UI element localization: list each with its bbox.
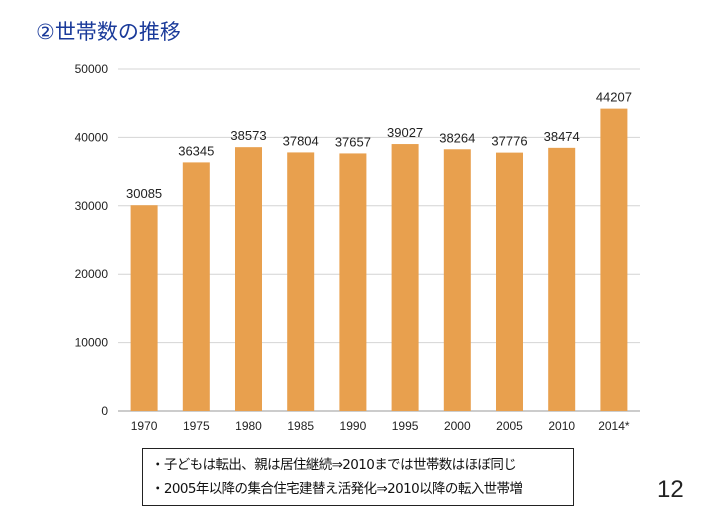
y-tick-label: 20000 bbox=[75, 267, 109, 281]
household-bar-chart: 0 10000 20000 30000 40000 50000 30085 1970 36345… bbox=[75, 62, 640, 433]
page-number: 12 bbox=[657, 476, 684, 503]
data-label: 30085 bbox=[126, 186, 162, 201]
slide-title: ②世帯数の推移 bbox=[36, 20, 181, 44]
x-tick-label: 1990 bbox=[340, 419, 367, 433]
bar bbox=[235, 147, 262, 411]
note-line: ・子どもは転出、親は居住継続⇒2010までは世帯数はほぼ同じ bbox=[151, 457, 517, 473]
bar bbox=[548, 147, 576, 412]
data-label: 38573 bbox=[230, 128, 266, 143]
data-label: 37804 bbox=[283, 133, 319, 148]
data-label: 44207 bbox=[596, 90, 632, 105]
data-label: 38264 bbox=[439, 130, 475, 145]
x-tick-label: 2005 bbox=[496, 419, 523, 433]
data-label: 37657 bbox=[335, 134, 371, 149]
bar bbox=[130, 205, 158, 411]
x-tick-label: 2010 bbox=[548, 419, 575, 433]
bar bbox=[443, 149, 471, 412]
x-tick-label: 1995 bbox=[392, 419, 419, 433]
x-tick-label: 1985 bbox=[287, 419, 314, 433]
y-tick-label: 30000 bbox=[75, 199, 109, 213]
y-tick-label: 50000 bbox=[75, 62, 109, 76]
y-tick-label: 40000 bbox=[75, 130, 109, 144]
y-tick-label: 0 bbox=[101, 404, 108, 418]
bar bbox=[339, 153, 367, 411]
data-label: 38474 bbox=[544, 129, 580, 144]
bar bbox=[391, 144, 419, 412]
data-label: 36345 bbox=[178, 143, 214, 158]
data-label: 39027 bbox=[387, 125, 423, 140]
note-line: ・2005年以降の集合住宅建替え活発化⇒2010以降の転入世帯増 bbox=[151, 481, 523, 497]
bar bbox=[600, 108, 628, 412]
data-label: 37776 bbox=[491, 134, 527, 149]
bar bbox=[496, 152, 523, 411]
x-tick-label: 1980 bbox=[235, 419, 262, 433]
bar bbox=[287, 152, 315, 411]
x-tick-label: 1975 bbox=[183, 419, 210, 433]
y-tick-label: 10000 bbox=[75, 336, 109, 350]
notes-box: ・子どもは転出、親は居住継続⇒2010までは世帯数はほぼ同じ ・2005年以降の… bbox=[142, 448, 574, 506]
x-tick-label: 2014* bbox=[598, 419, 630, 433]
bar bbox=[182, 162, 210, 411]
x-tick-label: 2000 bbox=[444, 419, 471, 433]
x-tick-label: 1970 bbox=[131, 419, 158, 433]
